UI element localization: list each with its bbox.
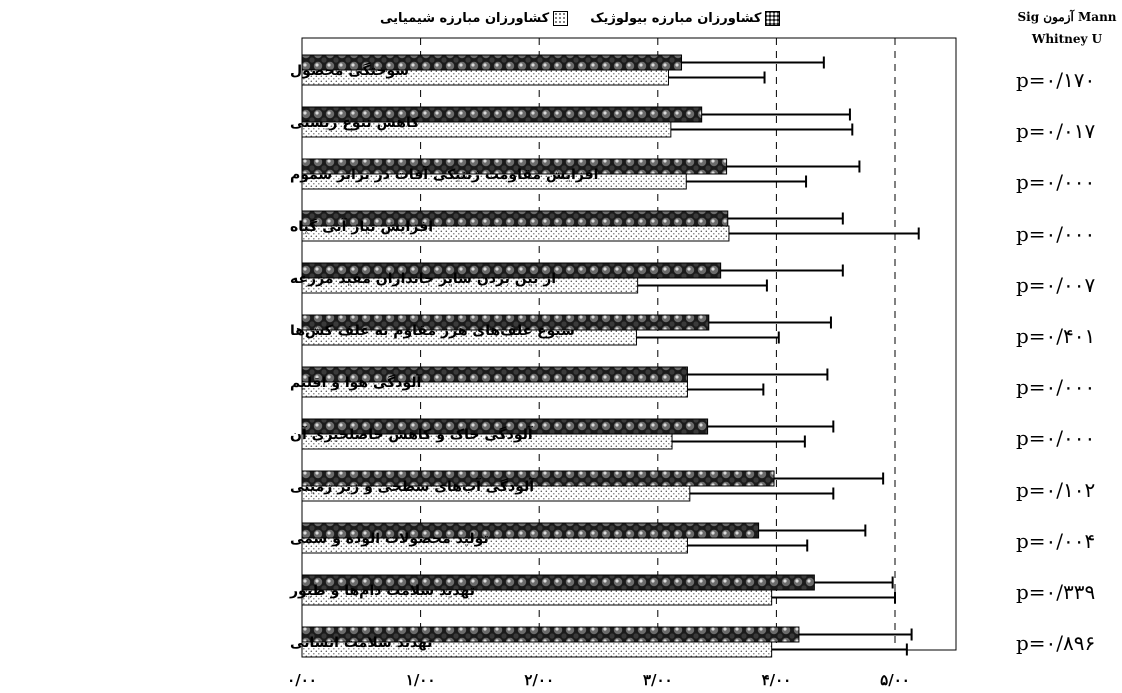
category-label: آلودگی هوا و اقلیم bbox=[290, 373, 423, 391]
category-label: آلودگی آب‌های سطحی و زیر زمینی bbox=[290, 477, 535, 495]
category-label: افزایش مقاومت ژنتیکی آفات در برابر سموم bbox=[290, 165, 598, 183]
category-label: کاهش تنوع زیستی bbox=[290, 115, 420, 131]
legend-item-chemical: کشاورزان مبارزه شیمیایی bbox=[380, 10, 572, 26]
category-label: افزایش نیاز آبی گیاه bbox=[290, 217, 433, 235]
x-tick-label: ۵/۰۰ bbox=[880, 671, 910, 689]
bar-chemical bbox=[301, 225, 730, 242]
p-value-label: p=۰/۰۰۴ bbox=[1016, 528, 1096, 553]
legend-swatch-biological bbox=[765, 10, 781, 26]
legend-swatch-chemical bbox=[553, 10, 569, 26]
x-tick-label: ۳/۰۰ bbox=[643, 671, 673, 689]
category-label: تهدید سلامت دام‌ها و طیور bbox=[289, 583, 475, 599]
p-value-label: p=۰/۸۹۶ bbox=[1016, 631, 1096, 656]
p-value-label: p=۰/۰۰۷ bbox=[1016, 272, 1096, 297]
sig-column-header: Sig آزمون Mann Whitney U bbox=[1016, 6, 1118, 50]
category-label: تولید محصولات الوده و سمی bbox=[290, 531, 489, 547]
legend-label-biological: کشاورزان مبارزه بیولوژیک bbox=[590, 10, 762, 26]
p-value-label: p=۰/۰۰۰ bbox=[1016, 221, 1096, 246]
p-value-label: p=۰/۰۰۰ bbox=[1016, 375, 1096, 400]
legend-label-chemical: کشاورزان مبارزه شیمیایی bbox=[380, 10, 550, 26]
legend: کشاورزان مبارزه بیولوژیک کشاورزان مبارزه… bbox=[362, 6, 784, 30]
legend-item-biological: کشاورزان مبارزه بیولوژیک bbox=[590, 10, 784, 26]
category-label: شیوع علف‌های هرز مقاوم به علف کش‌ها bbox=[290, 323, 575, 339]
category-label: تهدید سلامت انسانی bbox=[290, 635, 433, 651]
x-tick-label: ۰/۰۰ bbox=[287, 671, 317, 689]
sig-header-line-2: Whitney U bbox=[1031, 32, 1103, 46]
category-label: سوختگی محصول bbox=[290, 62, 409, 79]
p-value-label: p=۰/۱۷۰ bbox=[1016, 68, 1096, 92]
x-tick-label: ۲/۰۰ bbox=[524, 671, 554, 689]
p-value-label: p=۰/۳۳۹ bbox=[1016, 580, 1096, 604]
category-label: از بین بردن سایر جانداران مفید مزرعه bbox=[290, 271, 556, 287]
category-label: آلودگی خاک و کاهش حاصلخیزی آن bbox=[290, 425, 534, 443]
x-tick-label: ۴/۰۰ bbox=[762, 671, 792, 689]
p-value-label: p=۰/۴۰۱ bbox=[1016, 324, 1096, 348]
p-value-label: p=۰/۰۰۰ bbox=[1016, 170, 1096, 195]
p-value-label: p=۰/۰۰۰ bbox=[1016, 426, 1096, 451]
p-value-label: p=۰/۱۰۲ bbox=[1016, 477, 1096, 502]
x-tick-label: ۱/۰۰ bbox=[406, 671, 436, 689]
p-value-label: p=۰/۰۱۷ bbox=[1016, 119, 1096, 144]
sig-header-line-1: Sig آزمون Mann bbox=[1017, 10, 1117, 24]
